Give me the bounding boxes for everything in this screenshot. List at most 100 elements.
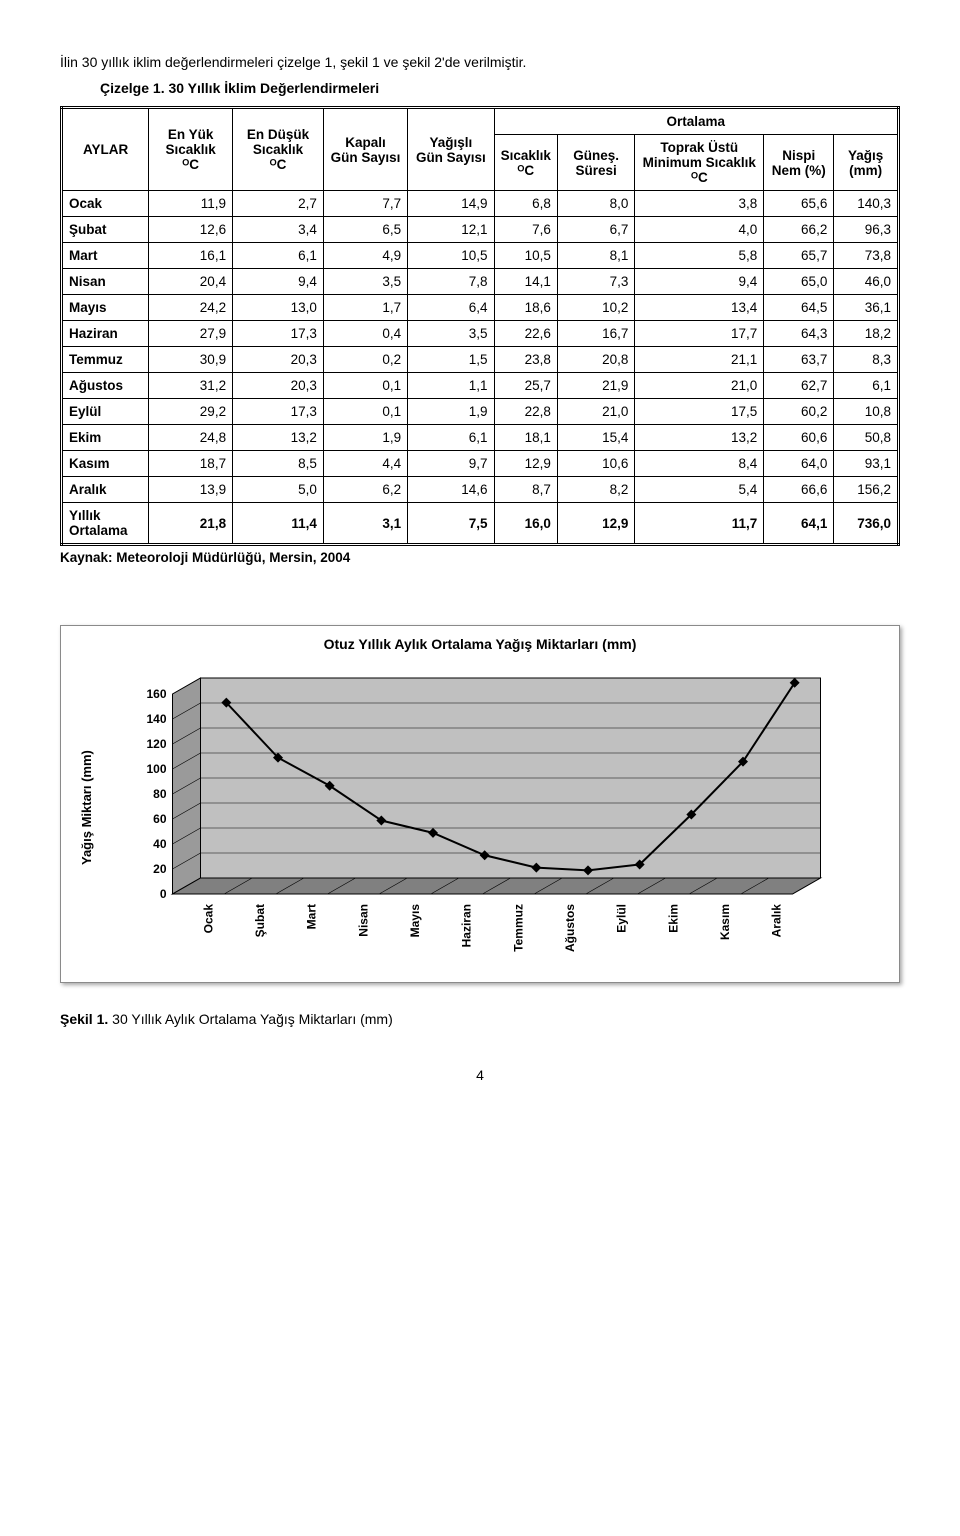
table-row: Haziran27,917,30,43,522,616,717,764,318,… bbox=[62, 321, 899, 347]
value-cell: 140,3 bbox=[834, 191, 899, 217]
value-cell: 63,7 bbox=[764, 347, 834, 373]
month-cell: Temmuz bbox=[62, 347, 149, 373]
chart-frame: Otuz Yıllık Aylık Ortalama Yağış Miktarl… bbox=[60, 625, 900, 983]
value-cell: 66,2 bbox=[764, 217, 834, 243]
value-cell: 7,6 bbox=[494, 217, 557, 243]
value-cell: 6,2 bbox=[323, 477, 407, 503]
table-row: Ocak11,92,77,714,96,88,03,865,6140,3 bbox=[62, 191, 899, 217]
month-cell: Şubat bbox=[62, 217, 149, 243]
value-cell: 16,0 bbox=[494, 503, 557, 545]
value-cell: 16,1 bbox=[149, 243, 233, 269]
value-cell: 0,1 bbox=[323, 399, 407, 425]
value-cell: 0,4 bbox=[323, 321, 407, 347]
value-cell: 29,2 bbox=[149, 399, 233, 425]
value-cell: 1,7 bbox=[323, 295, 407, 321]
value-cell: 50,8 bbox=[834, 425, 899, 451]
chart-ylabel: Yağış Miktarı (mm) bbox=[73, 658, 94, 958]
svg-text:0: 0 bbox=[160, 887, 167, 901]
value-cell: 14,6 bbox=[408, 477, 494, 503]
value-cell: 65,0 bbox=[764, 269, 834, 295]
svg-text:40: 40 bbox=[153, 837, 167, 851]
col-gunes: Güneş. Süresi bbox=[557, 135, 635, 191]
col-group-ortalama: Ortalama bbox=[494, 108, 898, 135]
value-cell: 10,5 bbox=[494, 243, 557, 269]
intro-text: İlin 30 yıllık iklim değerlendirmeleri ç… bbox=[60, 54, 900, 70]
value-cell: 60,6 bbox=[764, 425, 834, 451]
svg-text:Aralık: Aralık bbox=[770, 904, 784, 938]
value-cell: 7,3 bbox=[557, 269, 635, 295]
value-cell: 156,2 bbox=[834, 477, 899, 503]
value-cell: 6,5 bbox=[323, 217, 407, 243]
value-cell: 6,7 bbox=[557, 217, 635, 243]
svg-text:Eylül: Eylül bbox=[615, 904, 629, 933]
value-cell: 20,3 bbox=[233, 347, 324, 373]
value-cell: 93,1 bbox=[834, 451, 899, 477]
svg-text:Haziran: Haziran bbox=[460, 904, 474, 947]
value-cell: 14,9 bbox=[408, 191, 494, 217]
value-cell: 25,7 bbox=[494, 373, 557, 399]
value-cell: 13,2 bbox=[233, 425, 324, 451]
value-cell: 65,6 bbox=[764, 191, 834, 217]
value-cell: 73,8 bbox=[834, 243, 899, 269]
value-cell: 21,0 bbox=[635, 373, 764, 399]
value-cell: 5,8 bbox=[635, 243, 764, 269]
value-cell: 18,7 bbox=[149, 451, 233, 477]
value-cell: 21,9 bbox=[557, 373, 635, 399]
svg-text:Ekim: Ekim bbox=[666, 904, 680, 933]
value-cell: 66,6 bbox=[764, 477, 834, 503]
month-cell: Nisan bbox=[62, 269, 149, 295]
value-cell: 13,9 bbox=[149, 477, 233, 503]
value-cell: 12,9 bbox=[494, 451, 557, 477]
value-cell: 11,4 bbox=[233, 503, 324, 545]
chart-title: Otuz Yıllık Aylık Ortalama Yağış Miktarl… bbox=[73, 636, 887, 652]
climate-table: AYLAR En Yük SıcaklıkᴼC En Düşük Sıcaklı… bbox=[60, 106, 900, 546]
table-row: Kasım18,78,54,49,712,910,68,464,093,1 bbox=[62, 451, 899, 477]
month-cell: Ekim bbox=[62, 425, 149, 451]
value-cell: 6,4 bbox=[408, 295, 494, 321]
value-cell: 7,8 bbox=[408, 269, 494, 295]
value-cell: 18,2 bbox=[834, 321, 899, 347]
value-cell: 15,4 bbox=[557, 425, 635, 451]
value-cell: 7,7 bbox=[323, 191, 407, 217]
chart-svg: 020406080100120140160OcakŞubatMartNisanM… bbox=[94, 658, 887, 958]
value-cell: 2,7 bbox=[233, 191, 324, 217]
value-cell: 1,9 bbox=[408, 399, 494, 425]
value-cell: 0,1 bbox=[323, 373, 407, 399]
col-kapali: Kapalı Gün Sayısı bbox=[323, 108, 407, 191]
value-cell: 13,0 bbox=[233, 295, 324, 321]
table-source: Kaynak: Meteoroloji Müdürlüğü, Mersin, 2… bbox=[60, 550, 900, 565]
value-cell: 8,3 bbox=[834, 347, 899, 373]
value-cell: 22,6 bbox=[494, 321, 557, 347]
svg-text:Ocak: Ocak bbox=[201, 904, 215, 934]
value-cell: 64,5 bbox=[764, 295, 834, 321]
svg-text:160: 160 bbox=[146, 687, 166, 701]
table-caption: Çizelge 1. 30 Yıllık İklim Değerlendirme… bbox=[100, 80, 900, 96]
table-row: Eylül29,217,30,11,922,821,017,560,210,8 bbox=[62, 399, 899, 425]
figure-caption-text: 30 Yıllık Aylık Ortalama Yağış Miktarlar… bbox=[112, 1011, 393, 1027]
value-cell: 4,9 bbox=[323, 243, 407, 269]
month-cell: Kasım bbox=[62, 451, 149, 477]
value-cell: 27,9 bbox=[149, 321, 233, 347]
month-cell: Yıllık Ortalama bbox=[62, 503, 149, 545]
value-cell: 5,0 bbox=[233, 477, 324, 503]
svg-text:Temmuz: Temmuz bbox=[511, 904, 525, 952]
value-cell: 4,0 bbox=[635, 217, 764, 243]
value-cell: 1,9 bbox=[323, 425, 407, 451]
svg-text:80: 80 bbox=[153, 787, 167, 801]
month-cell: Eylül bbox=[62, 399, 149, 425]
svg-text:Mayıs: Mayıs bbox=[408, 904, 422, 938]
col-toprak: Toprak Üstü Minimum SıcaklıkᴼC bbox=[635, 135, 764, 191]
value-cell: 6,1 bbox=[834, 373, 899, 399]
value-cell: 14,1 bbox=[494, 269, 557, 295]
value-cell: 1,5 bbox=[408, 347, 494, 373]
value-cell: 21,0 bbox=[557, 399, 635, 425]
table-row: Ağustos31,220,30,11,125,721,921,062,76,1 bbox=[62, 373, 899, 399]
value-cell: 12,1 bbox=[408, 217, 494, 243]
svg-text:Ağustos: Ağustos bbox=[563, 904, 577, 952]
month-cell: Ocak bbox=[62, 191, 149, 217]
value-cell: 20,4 bbox=[149, 269, 233, 295]
value-cell: 64,0 bbox=[764, 451, 834, 477]
value-cell: 8,7 bbox=[494, 477, 557, 503]
table-row-average: Yıllık Ortalama21,811,43,17,516,012,911,… bbox=[62, 503, 899, 545]
value-cell: 3,8 bbox=[635, 191, 764, 217]
